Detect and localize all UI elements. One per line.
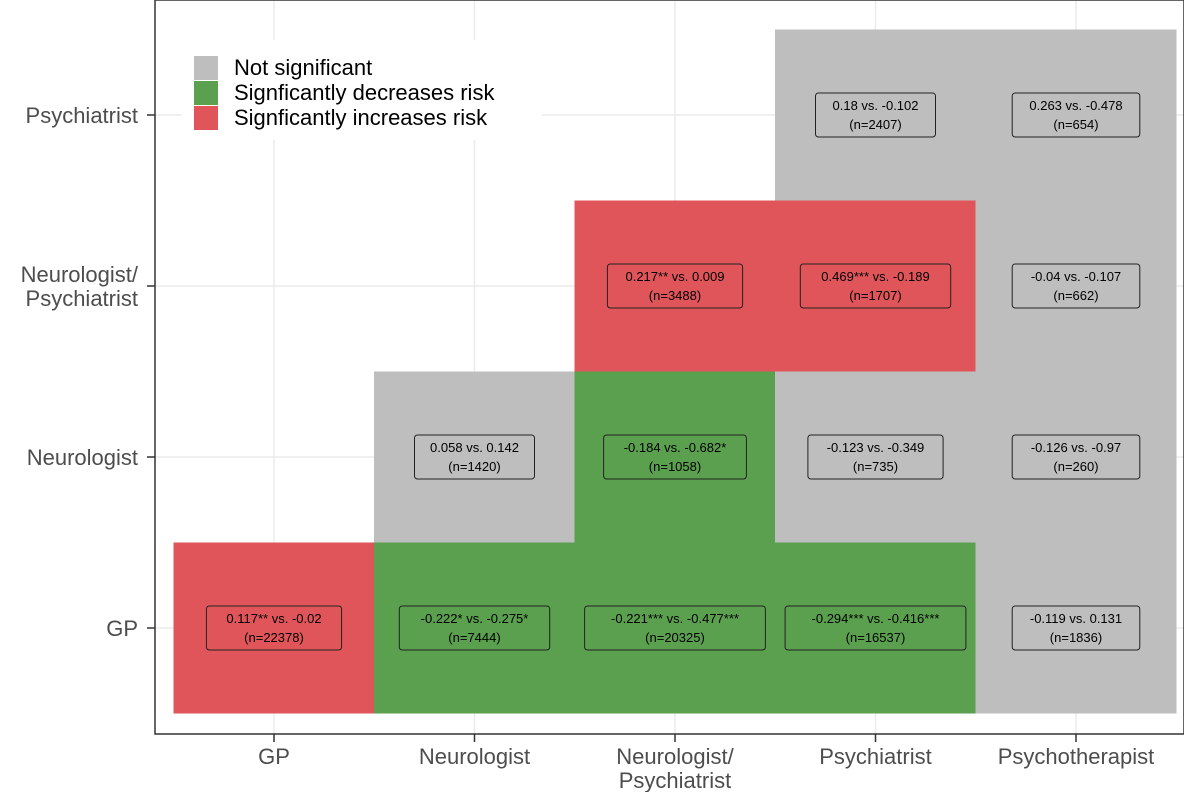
- heatmap-cell: [775, 542, 976, 714]
- cell-value-label: -0.126 vs. -0.97: [1031, 440, 1121, 455]
- legend-swatch: [194, 81, 218, 105]
- cell-count-label: (n=3488): [649, 288, 701, 303]
- cell-value-label: -0.294*** vs. -0.416***: [812, 611, 940, 626]
- y-tick-label: GP: [106, 616, 138, 641]
- cell-count-label: (n=654): [1053, 117, 1098, 132]
- legend-label: Not significant: [234, 55, 372, 80]
- cell-value-label: -0.119 vs. 0.131: [1030, 611, 1122, 626]
- cell-count-label: (n=1836): [1050, 630, 1102, 645]
- cell-label-box: [815, 92, 936, 138]
- cell-label-box: [414, 434, 535, 480]
- cell-count-label: (n=20325): [645, 630, 705, 645]
- heatmap-cell: [975, 542, 1177, 714]
- x-tick-label: Neurologist: [419, 744, 530, 769]
- cell-label-box: [784, 605, 967, 651]
- heatmap-cell: [975, 29, 1177, 201]
- legend-label: Signficantly increases risk: [234, 105, 488, 130]
- legend-swatch: [194, 56, 218, 80]
- cell-value-label: 0.469*** vs. -0.189: [821, 269, 929, 284]
- cell-value-label: 0.18 vs. -0.102: [833, 98, 919, 113]
- cell-count-label: (n=7444): [448, 630, 500, 645]
- cell-label-box: [606, 263, 744, 309]
- cell-labels: 0.117** vs. -0.02 (n=22378) -0.222* vs. -0…: [205, 92, 1141, 651]
- cell-value-label: 0.117** vs. -0.02: [226, 611, 321, 626]
- cell-count-label: (n=735): [853, 459, 898, 474]
- x-tick-label: Neurologist/Psychiatrist: [616, 744, 734, 792]
- heatmap-cell: [775, 371, 976, 543]
- cell-value-label: -0.04 vs. -0.107: [1031, 269, 1121, 284]
- heatmap-cell: [775, 200, 976, 372]
- cell-count-label: (n=1420): [448, 459, 500, 474]
- cell-label-box: [807, 434, 944, 480]
- heatmap-cell: [173, 542, 375, 714]
- legend-swatch: [194, 106, 218, 130]
- heatmap-cell: [374, 542, 575, 714]
- cell-value-label: -0.221*** vs. -0.477***: [611, 611, 739, 626]
- cell-label-box: [799, 263, 952, 309]
- cell-label-box: [1011, 605, 1141, 651]
- legend-background: [182, 40, 542, 140]
- heatmap-cell: [574, 371, 776, 543]
- cell-count-label: (n=662): [1053, 288, 1098, 303]
- cell-label-box: [1011, 92, 1141, 138]
- y-axis: GP Neurologist Neurologist/Psychiatrist Psy…: [21, 103, 155, 641]
- panel-border: [154, 0, 1184, 735]
- cell-label-box: [584, 605, 766, 651]
- y-tick-label: Psychiatrist: [26, 103, 138, 128]
- x-tick-label: Psychotherapist: [998, 744, 1155, 769]
- cell-value-label: 0.263 vs. -0.478: [1029, 98, 1122, 113]
- heatmap-cell: [975, 200, 1177, 372]
- cell-label-box: [603, 434, 747, 480]
- cell-count-label: (n=22378): [244, 630, 304, 645]
- cell-value-label: -0.123 vs. -0.349: [827, 440, 925, 455]
- cell-label-box: [205, 605, 343, 651]
- cell-count-label: (n=16537): [846, 630, 906, 645]
- heatmap-cell: [775, 29, 976, 201]
- cell-count-label: (n=2407): [849, 117, 901, 132]
- x-tick-label: Psychiatrist: [819, 744, 931, 769]
- cell-value-label: -0.184 vs. -0.682*: [624, 440, 727, 455]
- y-tick-label: Neurologist/Psychiatrist: [21, 262, 139, 311]
- cell-label-box: [1011, 434, 1141, 480]
- legend-label: Signficantly decreases risk: [234, 80, 495, 105]
- cell-count-label: (n=260): [1053, 459, 1098, 474]
- heatmap-cells: [173, 29, 1177, 714]
- cell-value-label: -0.222* vs. -0.275*: [421, 611, 529, 626]
- heatmap-cell: [975, 371, 1177, 543]
- x-tick-label: GP: [258, 744, 290, 769]
- x-axis: GP Neurologist Neurologist/Psychiatrist Psy…: [258, 734, 1154, 792]
- cell-label-box: [398, 605, 551, 651]
- cell-value-label: 0.058 vs. 0.142: [430, 440, 519, 455]
- heatmap-cell: [574, 542, 776, 714]
- cell-count-label: (n=1707): [849, 288, 901, 303]
- heatmap-cell: [374, 371, 575, 543]
- cell-label-box: [1011, 263, 1141, 309]
- cell-count-label: (n=1058): [649, 459, 701, 474]
- y-tick-label: Neurologist: [27, 445, 138, 470]
- heatmap-cell: [574, 200, 776, 372]
- cell-value-label: 0.217** vs. 0.009: [625, 269, 724, 284]
